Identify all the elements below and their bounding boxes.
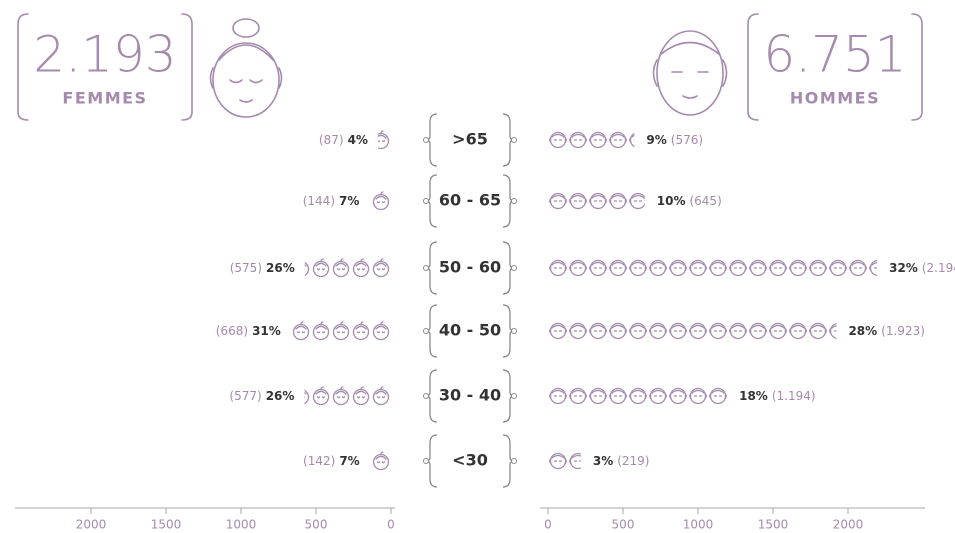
x-tick-label: 2000 <box>833 518 864 532</box>
x-tick-label: 1500 <box>758 518 789 532</box>
women-bar <box>304 385 391 407</box>
women-count: (577) <box>229 389 261 403</box>
men-percent: 9% <box>646 133 666 147</box>
men-label: 9% (576) <box>646 133 703 147</box>
label-women: FEMMES <box>62 89 147 108</box>
label-men: HOMMES <box>790 89 880 108</box>
total-women: 2.193 <box>33 26 176 84</box>
men-bar <box>548 257 878 279</box>
women-count: (575) <box>230 261 262 275</box>
row <box>304 385 728 407</box>
men-count: (1.194) <box>772 389 816 403</box>
women-label: (577) 26% <box>229 389 294 403</box>
x-tick-label: 1500 <box>151 518 182 532</box>
men-percent: 28% <box>848 324 877 338</box>
x-tick-label: 0 <box>544 518 552 532</box>
brace-dot <box>423 265 429 271</box>
men-count: (219) <box>617 454 649 468</box>
brace-dot <box>511 458 517 464</box>
women-percent: 4% <box>348 133 368 147</box>
age-label: 30 - 40 <box>439 386 501 405</box>
row <box>290 320 837 342</box>
bracket <box>17 13 193 121</box>
row <box>369 190 645 212</box>
brace-dot <box>511 393 517 399</box>
brace-dot <box>423 328 429 334</box>
women-label: (144) 7% <box>303 194 360 208</box>
age-label: 50 - 60 <box>439 258 501 277</box>
women-bar <box>304 257 391 279</box>
men-label: 18% (1.194) <box>739 389 815 403</box>
bracket <box>747 13 923 121</box>
women-bar <box>369 190 391 212</box>
women-count: (668) <box>216 324 248 338</box>
men-bar <box>548 450 581 472</box>
age-label: >65 <box>452 130 488 149</box>
age-label: <30 <box>452 451 488 470</box>
age-label: 40 - 50 <box>439 321 501 340</box>
women-label: (575) 26% <box>230 261 295 275</box>
women-bar <box>377 129 391 151</box>
men-bar <box>548 129 635 151</box>
age-label: 60 - 65 <box>439 191 501 210</box>
x-tick-label: 1000 <box>226 518 257 532</box>
men-percent: 18% <box>739 389 768 403</box>
man-icon <box>652 30 728 116</box>
x-tick-label: 2000 <box>76 518 107 532</box>
men-bar <box>548 190 645 212</box>
woman-icon <box>209 18 283 118</box>
women-label: (87) 4% <box>319 133 368 147</box>
women-count: (142) <box>303 454 335 468</box>
men-count: (576) <box>671 133 703 147</box>
brace-dot <box>511 198 517 204</box>
x-tick-label: 500 <box>305 518 328 532</box>
men-percent: 32% <box>889 261 918 275</box>
men-bar <box>548 320 837 342</box>
row <box>377 129 635 151</box>
women-percent: 31% <box>252 324 281 338</box>
brace-dot <box>511 328 517 334</box>
row <box>369 450 581 472</box>
men-percent: 3% <box>593 454 613 468</box>
brace-dot <box>423 198 429 204</box>
men-label: 10% (645) <box>657 194 722 208</box>
brace-dot <box>423 137 429 143</box>
men-bar <box>548 385 728 407</box>
brace-dot <box>423 458 429 464</box>
women-label: (668) 31% <box>216 324 281 338</box>
women-percent: 26% <box>266 261 295 275</box>
men-label: 3% (219) <box>593 454 650 468</box>
men-count: (1.923) <box>881 324 925 338</box>
men-label: 32% (2.194) <box>889 261 955 275</box>
women-bar <box>369 450 391 472</box>
men-label: 28% (1.923) <box>848 324 924 338</box>
total-men: 6.751 <box>763 26 906 84</box>
brace-dot <box>423 393 429 399</box>
x-tick-label: 1000 <box>683 518 714 532</box>
women-count: (87) <box>319 133 344 147</box>
row <box>304 257 878 279</box>
women-percent: 7% <box>339 194 359 208</box>
men-count: (645) <box>689 194 721 208</box>
brace-dot <box>511 137 517 143</box>
x-tick-label: 500 <box>612 518 635 532</box>
women-bar <box>290 320 391 342</box>
men-percent: 10% <box>657 194 686 208</box>
brace-dot <box>511 265 517 271</box>
women-label: (142) 7% <box>303 454 360 468</box>
x-tick-label: 0 <box>387 518 395 532</box>
women-percent: 7% <box>339 454 359 468</box>
men-count: (2.194) <box>922 261 955 275</box>
women-count: (144) <box>303 194 335 208</box>
women-percent: 26% <box>266 389 295 403</box>
